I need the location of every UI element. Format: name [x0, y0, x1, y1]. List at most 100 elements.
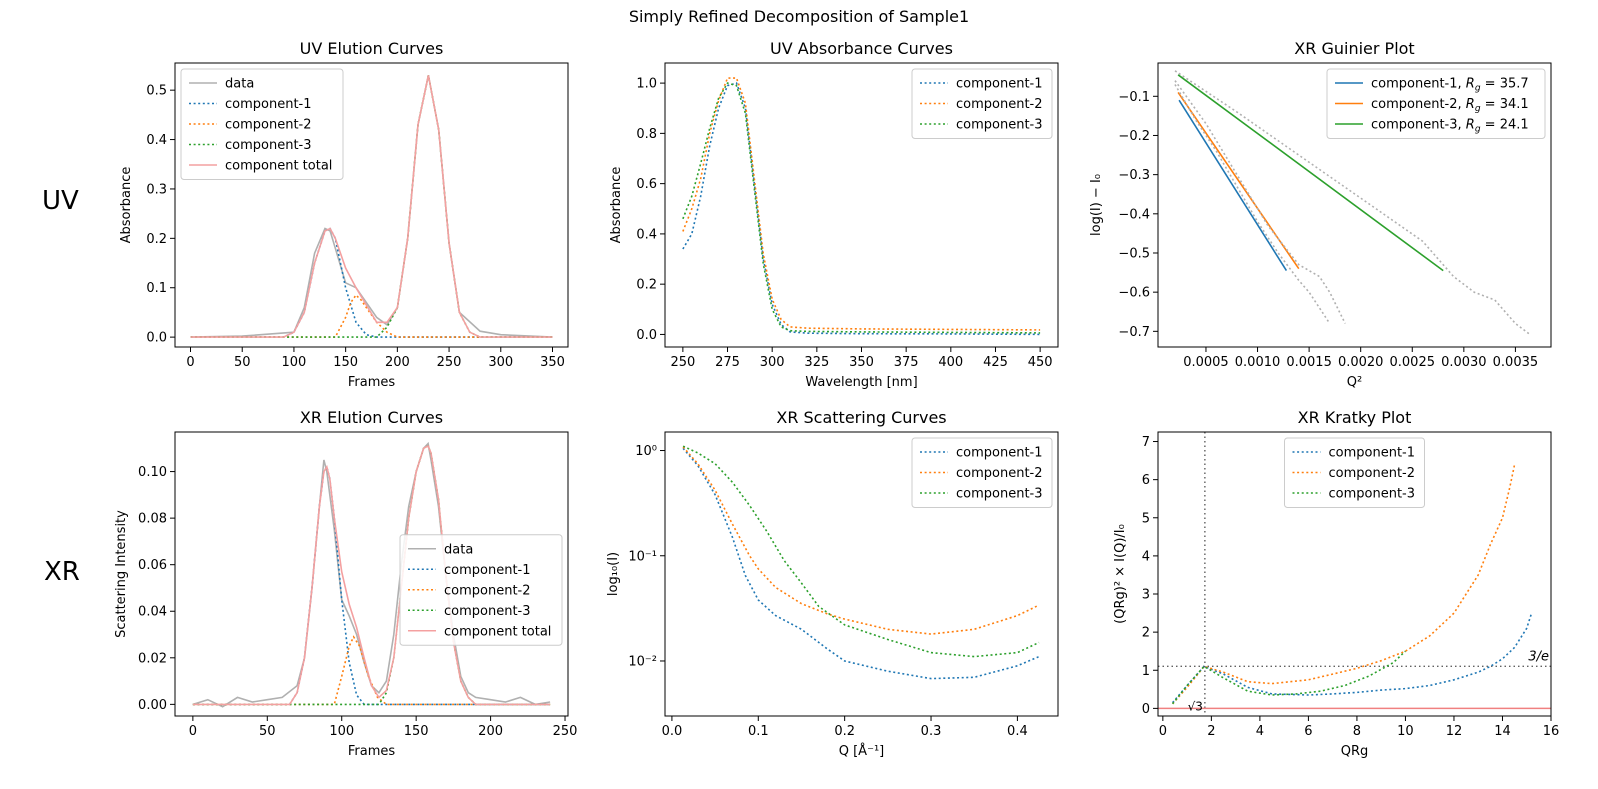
x-tick-label: 250	[553, 724, 578, 739]
x-tick-label: 150	[404, 724, 429, 739]
chart-title: UV Absorbance Curves	[770, 39, 953, 58]
x-tick-label: 300	[760, 355, 785, 370]
y-tick-label: 0.0	[636, 328, 657, 343]
x-tick-label: 6	[1304, 724, 1312, 739]
x-tick-label: 400	[938, 355, 963, 370]
legend-label: component-2	[225, 118, 312, 133]
y-tick-label: 0.5	[146, 84, 167, 99]
x-tick-label: 16	[1543, 724, 1560, 739]
legend-label: component-3	[956, 487, 1043, 502]
legend-label: component-1, Rg = 35.7	[1371, 77, 1529, 94]
series-line-component-1	[190, 227, 553, 338]
chart-title: XR Scattering Curves	[776, 408, 946, 427]
y-tick-label: 0.06	[138, 558, 167, 573]
chart-title: XR Kratky Plot	[1298, 408, 1412, 427]
plot-area	[1158, 432, 1551, 716]
chart-xr_scattering: XR Scattering Curves 0.0 0.1 0.2 0.3 0.4 10⁻² 1…	[606, 408, 1059, 759]
legend-label: component-2	[444, 583, 531, 598]
y-tick-label: 1	[1142, 664, 1150, 679]
legend-label: component total	[225, 159, 332, 174]
y-tick-label: 0.1	[146, 281, 167, 296]
x-tick-label: 0.0025	[1390, 355, 1436, 370]
x-tick-label: 350	[540, 355, 565, 370]
y-tick-label: 7	[1142, 435, 1150, 450]
y-tick-label: 6	[1142, 473, 1150, 488]
chart-xr_guinier: XR Guinier Plot 0.0005 0.0010 0.0015 0.0020 0…	[1089, 39, 1552, 390]
chart-uv_elution: UV Elution Curves 0 50 100 150 200 250 300 350 0.…	[119, 39, 569, 390]
legend-box	[911, 68, 1053, 139]
y-tick-label: −0.7	[1118, 325, 1150, 340]
x-tick-label: 0.0	[662, 724, 683, 739]
figure-title: Simply Refined Decomposition of Sample1	[628, 7, 970, 26]
x-tick-label: 375	[894, 355, 919, 370]
axes-frame	[664, 431, 1059, 717]
x-tick-label: 0.1	[748, 724, 769, 739]
x-tick-label: 2	[1207, 724, 1215, 739]
plot-area	[682, 445, 1040, 680]
y-tick-label: 0.6	[636, 177, 657, 192]
plot-area	[190, 75, 553, 338]
y-tick-label: 0.3	[146, 182, 167, 197]
chart-xr_elution: XR Elution Curves 0 50 100 150 200 250 0.00 0.02…	[114, 408, 577, 759]
x-tick-label: 250	[670, 355, 695, 370]
y-axis-label: log(I) − I₀	[1089, 174, 1104, 236]
legend-box	[911, 437, 1053, 508]
x-tick-label: 350	[849, 355, 874, 370]
x-tick-label: 300	[488, 355, 513, 370]
series-line-component-1	[1171, 612, 1533, 704]
y-tick-label: −0.2	[1118, 129, 1150, 144]
chart-uv_absorbance: UV Absorbance Curves 250 275 300 325 350 375 40…	[609, 39, 1059, 390]
y-tick-label: 0.4	[146, 133, 167, 148]
x-tick-label: 12	[1446, 724, 1463, 739]
y-tick-label: 0.02	[138, 651, 167, 666]
x-tick-label: 100	[282, 355, 307, 370]
series-line-data	[1174, 80, 1346, 324]
y-tick-label: 10⁻¹	[628, 549, 657, 564]
y-tick-label: 0.4	[636, 227, 657, 242]
x-tick-label: 100	[329, 724, 354, 739]
legend-label: component-3	[444, 604, 531, 619]
x-tick-label: 0.0010	[1235, 355, 1281, 370]
y-tick-label: 0.2	[146, 232, 167, 247]
x-tick-label: 0.2	[834, 724, 855, 739]
legend-label: component-1	[956, 77, 1043, 92]
x-tick-label: 0	[189, 724, 197, 739]
legend: component-1 component-2 component-3	[911, 437, 1053, 508]
series-line-component-3	[682, 82, 1041, 334]
y-tick-label: 0.00	[138, 698, 167, 713]
series-line-data	[192, 441, 551, 708]
y-tick-label: 5	[1142, 511, 1150, 526]
x-tick-label: 200	[385, 355, 410, 370]
chart-title: XR Guinier Plot	[1294, 39, 1414, 58]
axes-frame	[1157, 62, 1552, 348]
series-line-component-3	[1171, 650, 1406, 705]
x-tick-label: 250	[437, 355, 462, 370]
series-line-component-1-rg-35-7	[1178, 99, 1288, 272]
axes-frame	[174, 431, 569, 717]
x-tick-label: 0	[186, 355, 194, 370]
legend-box	[399, 534, 563, 646]
x-tick-label: 50	[234, 355, 251, 370]
x-axis-label: Wavelength [nm]	[805, 375, 917, 390]
y-tick-label: −0.1	[1118, 90, 1150, 105]
y-tick-label: 10⁻²	[628, 654, 657, 669]
legend: component-1 component-2 component-3	[911, 68, 1053, 139]
legend: data component-1 component-2 component-3 com…	[399, 534, 563, 646]
series-line-component-2	[192, 635, 551, 706]
series-line-component-2	[1172, 464, 1516, 705]
legend-label: component-3	[956, 118, 1043, 133]
chart-title: UV Elution Curves	[300, 39, 444, 58]
y-tick-label: 0.0	[146, 331, 167, 346]
legend-label: component-3	[1329, 487, 1416, 502]
x-tick-label: 0.4	[1007, 724, 1028, 739]
axes-frame	[664, 62, 1059, 348]
y-tick-label: 3	[1142, 588, 1150, 603]
legend-label: component-3, Rg = 24.1	[1371, 118, 1529, 135]
x-axis-label: Q²	[1347, 375, 1362, 390]
y-tick-label: −0.4	[1118, 207, 1150, 222]
y-tick-label: 10⁰	[635, 444, 657, 459]
x-axis-label: Q [Å⁻¹]	[839, 743, 884, 759]
x-axis-label: QRg	[1341, 744, 1369, 759]
